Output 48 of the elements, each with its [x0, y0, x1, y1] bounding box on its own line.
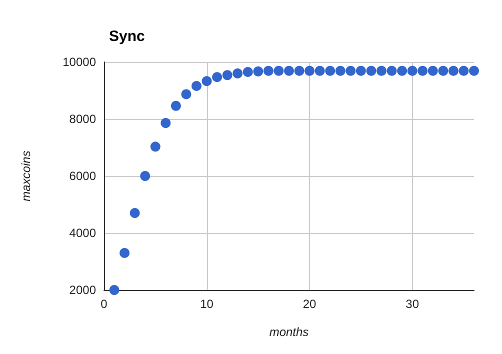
point: [212, 72, 222, 82]
point: [222, 70, 232, 80]
y-tick-label: 4000: [69, 226, 96, 240]
point: [170, 100, 181, 111]
x-tick-label: 30: [406, 297, 420, 311]
point: [284, 66, 294, 76]
point: [346, 66, 356, 76]
point: [304, 66, 315, 76]
x-tick-label: 20: [302, 297, 317, 311]
point: [274, 66, 284, 76]
point: [418, 66, 428, 76]
x-axis-title: months: [269, 325, 309, 339]
point: [242, 66, 253, 77]
point: [314, 66, 325, 76]
point: [140, 171, 150, 181]
point: [448, 66, 458, 76]
point: [294, 66, 304, 76]
point: [469, 66, 479, 76]
y-axis-title: maxcoins: [19, 150, 33, 202]
y-tick-label: 8000: [69, 112, 96, 126]
point: [160, 118, 171, 128]
y-tick-label: 10000: [62, 55, 96, 69]
x-tick-label: 10: [200, 297, 214, 311]
point: [407, 66, 418, 76]
point: [202, 76, 212, 86]
point: [366, 66, 376, 76]
y-tick-label: 2000: [69, 283, 96, 297]
point: [397, 66, 408, 76]
point: [181, 89, 192, 100]
point: [335, 66, 346, 76]
x-tick-label: 0: [100, 297, 108, 311]
point: [253, 66, 264, 76]
point: [386, 66, 397, 76]
point: [376, 66, 386, 76]
point: [192, 80, 202, 91]
chart-title: Sync: [109, 28, 145, 45]
point: [356, 66, 366, 76]
point: [438, 66, 448, 76]
point: [109, 285, 120, 295]
point: [428, 66, 438, 76]
point: [458, 66, 469, 76]
point: [232, 68, 243, 78]
point: [263, 66, 274, 76]
point: [325, 66, 336, 76]
point: [150, 142, 160, 152]
y-tick-label: 6000: [69, 169, 96, 183]
point: [120, 248, 130, 258]
point: [130, 208, 140, 218]
